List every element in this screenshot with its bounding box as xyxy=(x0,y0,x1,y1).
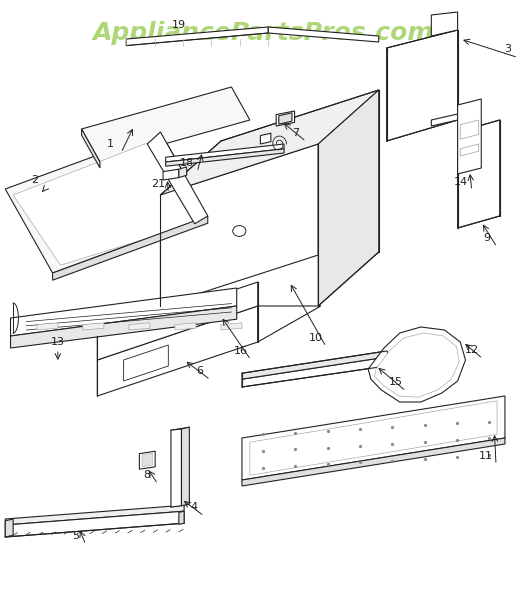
Text: 1: 1 xyxy=(107,139,114,149)
Polygon shape xyxy=(279,113,292,124)
Polygon shape xyxy=(431,114,458,126)
Polygon shape xyxy=(13,141,200,265)
Polygon shape xyxy=(53,216,208,280)
Polygon shape xyxy=(181,427,189,506)
Text: 13: 13 xyxy=(51,337,65,347)
Polygon shape xyxy=(5,505,184,525)
Polygon shape xyxy=(375,333,459,397)
Polygon shape xyxy=(160,90,379,195)
Polygon shape xyxy=(129,323,150,330)
Polygon shape xyxy=(147,132,208,224)
Polygon shape xyxy=(163,169,179,180)
Polygon shape xyxy=(318,90,379,306)
Text: 8: 8 xyxy=(144,470,151,480)
Text: 18: 18 xyxy=(180,158,194,168)
Polygon shape xyxy=(97,306,258,396)
Polygon shape xyxy=(37,323,58,330)
Text: 9: 9 xyxy=(483,233,490,243)
Polygon shape xyxy=(460,144,479,156)
Polygon shape xyxy=(5,519,13,537)
Polygon shape xyxy=(139,451,155,469)
Polygon shape xyxy=(458,120,500,228)
Text: 11: 11 xyxy=(479,451,492,461)
Polygon shape xyxy=(83,323,104,330)
Polygon shape xyxy=(276,111,295,126)
Polygon shape xyxy=(82,129,100,168)
Polygon shape xyxy=(11,288,237,336)
Text: 2: 2 xyxy=(31,175,38,185)
Text: 15: 15 xyxy=(389,377,402,387)
Polygon shape xyxy=(179,167,187,178)
Polygon shape xyxy=(5,132,208,273)
Polygon shape xyxy=(97,282,258,360)
Polygon shape xyxy=(11,306,237,348)
Text: 3: 3 xyxy=(504,44,511,53)
Polygon shape xyxy=(5,511,184,537)
Text: AppliancePartsPros.com: AppliancePartsPros.com xyxy=(93,21,433,45)
Polygon shape xyxy=(160,144,318,306)
Polygon shape xyxy=(258,306,321,342)
Polygon shape xyxy=(431,12,458,36)
Polygon shape xyxy=(242,396,505,480)
Polygon shape xyxy=(242,357,387,387)
Polygon shape xyxy=(142,453,153,467)
Polygon shape xyxy=(175,323,196,330)
Text: 7: 7 xyxy=(292,128,299,137)
Polygon shape xyxy=(166,144,284,162)
Text: 10: 10 xyxy=(309,333,322,343)
Polygon shape xyxy=(387,30,458,141)
Text: 4: 4 xyxy=(190,502,197,512)
Polygon shape xyxy=(368,327,466,402)
Polygon shape xyxy=(460,120,479,139)
Polygon shape xyxy=(458,99,481,174)
Polygon shape xyxy=(268,27,379,42)
Polygon shape xyxy=(242,438,505,486)
Polygon shape xyxy=(221,323,242,330)
Text: 12: 12 xyxy=(466,345,479,355)
Text: 6: 6 xyxy=(196,366,204,376)
Polygon shape xyxy=(124,345,168,381)
Polygon shape xyxy=(126,27,268,46)
Text: 14: 14 xyxy=(454,177,468,187)
Polygon shape xyxy=(260,133,271,144)
Text: 21: 21 xyxy=(151,179,165,189)
Polygon shape xyxy=(82,87,250,162)
Text: 19: 19 xyxy=(172,20,186,30)
Ellipse shape xyxy=(232,226,246,236)
Text: 16: 16 xyxy=(234,346,247,356)
Polygon shape xyxy=(166,149,284,166)
Polygon shape xyxy=(242,351,387,379)
Polygon shape xyxy=(250,401,497,475)
Polygon shape xyxy=(171,429,181,507)
Polygon shape xyxy=(179,511,184,524)
Text: 5: 5 xyxy=(72,531,79,541)
